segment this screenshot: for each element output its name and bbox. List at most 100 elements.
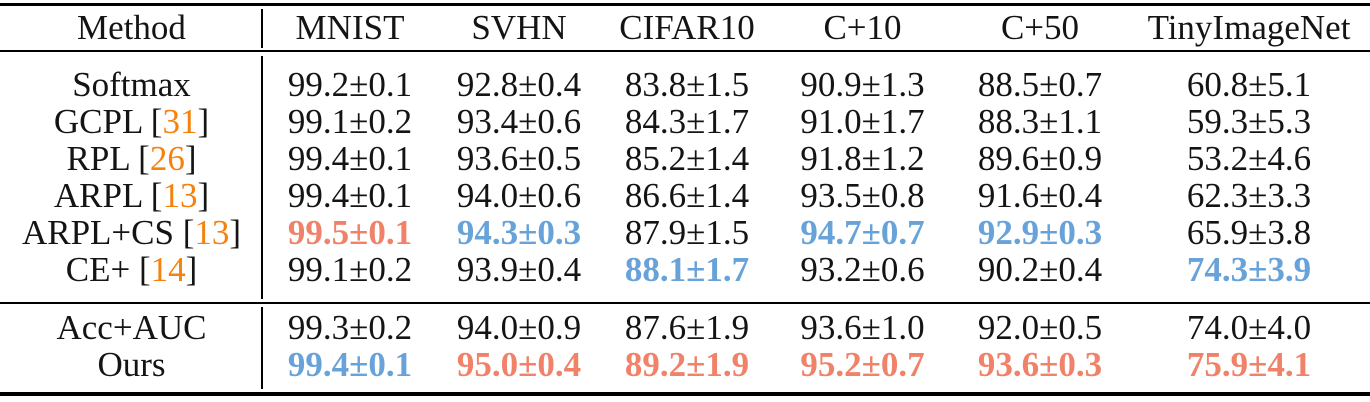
value-cell: 94.7±0.7 bbox=[800, 213, 925, 252]
table-row: Softmax 99.2±0.1 92.8±0.4 83.8±1.5 90.9±1.3 8… bbox=[0, 66, 1370, 103]
table-row: GCPL [31] 99.1±0.2 93.4±0.6 84.3±1.7 91.0±1.… bbox=[0, 103, 1370, 140]
header-separator-rule bbox=[0, 50, 1370, 52]
column-divider-rule bbox=[261, 9, 263, 48]
column-divider-rule bbox=[261, 56, 263, 299]
column-header-dataset: C+50 bbox=[1000, 8, 1080, 47]
value-cell: 93.6±0.3 bbox=[977, 345, 1103, 384]
value-cell: 95.0±0.4 bbox=[456, 345, 582, 384]
value-cell: 91.0±1.7 bbox=[800, 102, 925, 141]
value-cell: 90.9±1.3 bbox=[800, 65, 925, 104]
value-cell: 86.6±1.4 bbox=[624, 176, 750, 215]
method-name: CE+ [ bbox=[65, 250, 151, 289]
ours-methods-group: Acc+AUC 99.3±0.2 94.0±0.9 87.6±1.9 93.6±1.0 9… bbox=[0, 309, 1370, 383]
value-cell: 75.9±4.1 bbox=[1186, 345, 1312, 384]
table-row: CE+ [14] 99.1±0.2 93.9±0.4 88.1±1.7 93.2±0.6… bbox=[0, 251, 1370, 288]
value-cell: 94.0±0.6 bbox=[456, 176, 582, 215]
method-name: RPL [ bbox=[66, 139, 150, 178]
method-name: Softmax bbox=[72, 65, 191, 104]
value-cell: 65.9±3.8 bbox=[1186, 213, 1312, 252]
value-cell: 87.9±1.5 bbox=[624, 213, 750, 252]
value-cell: 87.6±1.9 bbox=[624, 308, 750, 347]
column-divider-rule bbox=[261, 307, 263, 389]
value-cell: 53.2±4.6 bbox=[1186, 139, 1312, 178]
method-cell: ARPL+CS [13] bbox=[0, 214, 263, 251]
citation-link[interactable]: 13 bbox=[194, 213, 230, 252]
citation-link[interactable]: 13 bbox=[162, 176, 198, 215]
value-cell: 92.8±0.4 bbox=[456, 65, 582, 104]
value-cell: 93.9±0.4 bbox=[456, 250, 582, 289]
value-cell: 99.3±0.2 bbox=[287, 308, 413, 347]
column-header-dataset: CIFAR10 bbox=[619, 8, 755, 47]
value-cell: 95.2±0.7 bbox=[800, 345, 925, 384]
method-name: ] bbox=[185, 250, 198, 289]
value-cell: 94.3±0.3 bbox=[456, 213, 582, 252]
value-cell: 59.3±5.3 bbox=[1186, 102, 1312, 141]
method-name: ARPL+CS [ bbox=[21, 213, 195, 252]
value-cell: 74.0±4.0 bbox=[1186, 308, 1312, 347]
section-separator-rule bbox=[0, 302, 1370, 304]
value-cell: 89.6±0.9 bbox=[977, 139, 1103, 178]
method-name: GCPL [ bbox=[53, 102, 163, 141]
header-row: Method MNIST SVHN CIFAR10 C+10 C+50 TinyImageN… bbox=[0, 5, 1370, 50]
method-name: Acc+AUC bbox=[56, 308, 207, 347]
value-cell: 92.9±0.3 bbox=[977, 213, 1103, 252]
value-cell: 89.2±1.9 bbox=[624, 345, 750, 384]
table-top-rule bbox=[0, 3, 1370, 6]
value-cell: 60.8±5.1 bbox=[1186, 65, 1312, 104]
column-header-dataset: MNIST bbox=[295, 8, 405, 47]
citation-link[interactable]: 31 bbox=[162, 102, 198, 141]
value-cell: 74.3±3.9 bbox=[1186, 250, 1312, 289]
method-name: ] bbox=[184, 139, 197, 178]
value-cell: 88.3±1.1 bbox=[977, 102, 1103, 141]
table-row: ARPL+CS [13] 99.5±0.1 94.3±0.3 87.9±1.5 94.7… bbox=[0, 214, 1370, 251]
value-cell: 93.6±1.0 bbox=[800, 308, 925, 347]
method-cell: Acc+AUC bbox=[0, 309, 263, 346]
value-cell: 99.1±0.2 bbox=[287, 250, 413, 289]
value-cell: 99.2±0.1 bbox=[287, 65, 413, 104]
citation-link[interactable]: 14 bbox=[150, 250, 186, 289]
method-name: ] bbox=[229, 213, 242, 252]
citation-link[interactable]: 26 bbox=[149, 139, 185, 178]
method-cell: RPL [26] bbox=[0, 140, 263, 177]
value-cell: 88.5±0.7 bbox=[977, 65, 1103, 104]
value-cell: 93.6±0.5 bbox=[456, 139, 582, 178]
column-header-dataset: TinyImageNet bbox=[1147, 8, 1351, 47]
baseline-methods-group: Softmax 99.2±0.1 92.8±0.4 83.8±1.5 90.9±1.3 8… bbox=[0, 66, 1370, 288]
method-cell: ARPL [13] bbox=[0, 177, 263, 214]
value-cell: 90.2±0.4 bbox=[977, 250, 1103, 289]
method-name: ] bbox=[197, 102, 210, 141]
method-cell: Ours bbox=[0, 346, 263, 383]
method-name: Ours bbox=[97, 345, 166, 384]
value-cell: 99.4±0.1 bbox=[287, 345, 413, 384]
value-cell: 99.4±0.1 bbox=[287, 139, 413, 178]
value-cell: 62.3±3.3 bbox=[1186, 176, 1312, 215]
value-cell: 91.6±0.4 bbox=[977, 176, 1103, 215]
method-name: ARPL [ bbox=[53, 176, 163, 215]
column-header-dataset: SVHN bbox=[471, 8, 567, 47]
value-cell: 93.4±0.6 bbox=[456, 102, 582, 141]
value-cell: 99.4±0.1 bbox=[287, 176, 413, 215]
method-cell: Softmax bbox=[0, 66, 263, 103]
table-row: Acc+AUC 99.3±0.2 94.0±0.9 87.6±1.9 93.6±1.0 9… bbox=[0, 309, 1370, 346]
value-cell: 91.8±1.2 bbox=[800, 139, 925, 178]
value-cell: 93.5±0.8 bbox=[800, 176, 925, 215]
method-cell: CE+ [14] bbox=[0, 251, 263, 288]
value-cell: 88.1±1.7 bbox=[624, 250, 750, 289]
method-cell: GCPL [31] bbox=[0, 103, 263, 140]
value-cell: 84.3±1.7 bbox=[624, 102, 750, 141]
table-row: RPL [26] 99.4±0.1 93.6±0.5 85.2±1.4 91.8±1.2… bbox=[0, 140, 1370, 177]
value-cell: 83.8±1.5 bbox=[624, 65, 750, 104]
table-bottom-rule bbox=[0, 392, 1370, 396]
table-row: Ours 99.4±0.1 95.0±0.4 89.2±1.9 95.2±0.7 93.6… bbox=[0, 346, 1370, 383]
value-cell: 94.0±0.9 bbox=[456, 308, 582, 347]
column-header-method: Method bbox=[77, 8, 186, 47]
column-header-dataset: C+10 bbox=[823, 8, 902, 47]
table-row: ARPL [13] 99.4±0.1 94.0±0.6 86.6±1.4 93.5±0.… bbox=[0, 177, 1370, 214]
value-cell: 85.2±1.4 bbox=[624, 139, 750, 178]
value-cell: 92.0±0.5 bbox=[977, 308, 1103, 347]
value-cell: 99.1±0.2 bbox=[287, 102, 413, 141]
value-cell: 99.5±0.1 bbox=[287, 213, 413, 252]
method-name: ] bbox=[197, 176, 210, 215]
value-cell: 93.2±0.6 bbox=[800, 250, 925, 289]
